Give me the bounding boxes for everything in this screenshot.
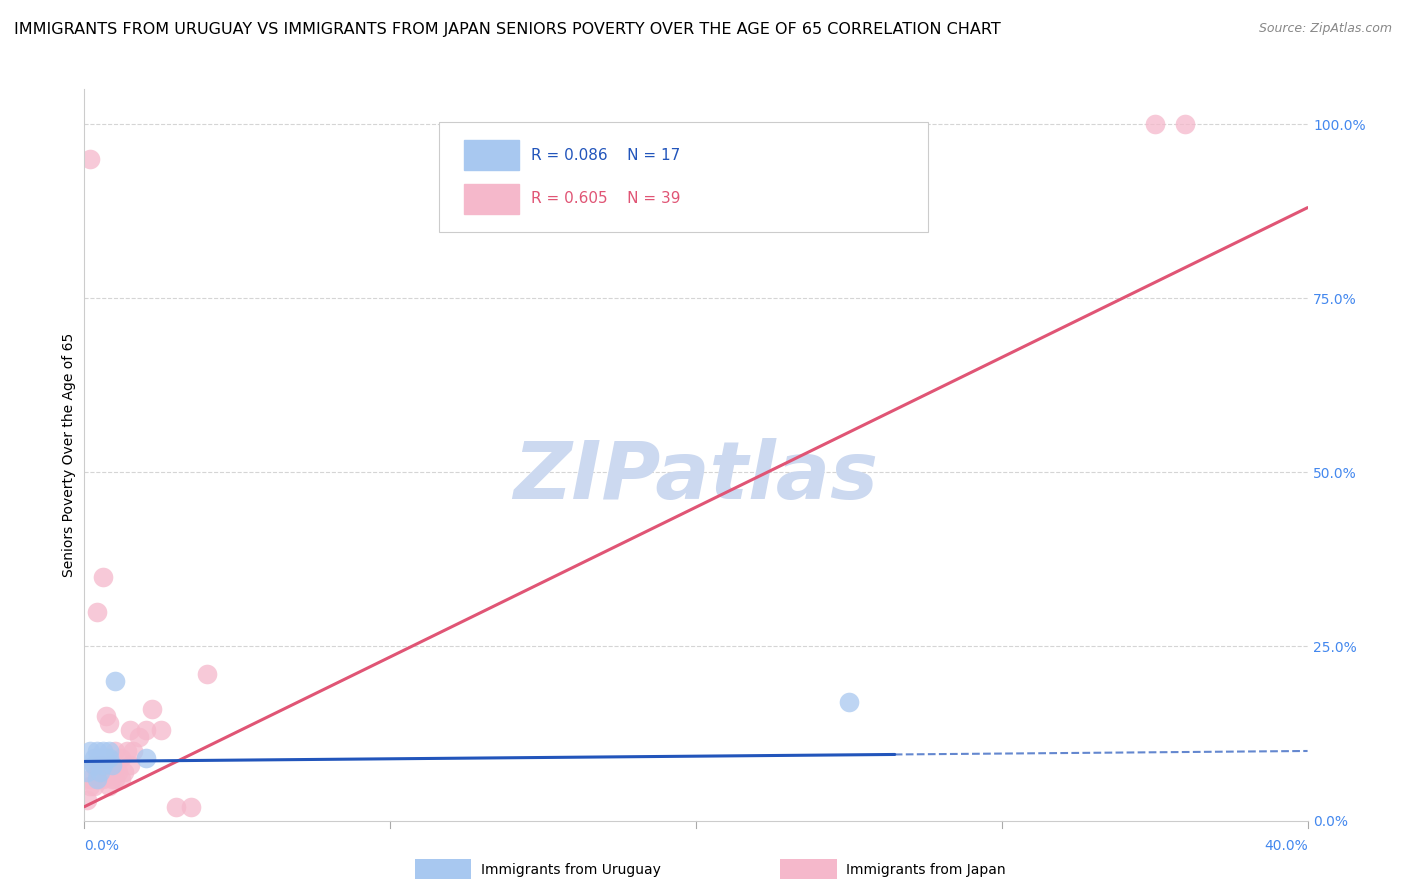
Point xyxy=(195,667,218,681)
Point xyxy=(101,758,124,772)
Point xyxy=(76,793,98,807)
Point xyxy=(104,744,127,758)
Point xyxy=(86,772,108,786)
Point xyxy=(91,570,114,584)
Point xyxy=(1174,117,1197,131)
Point xyxy=(79,772,101,786)
FancyBboxPatch shape xyxy=(464,185,519,213)
Text: ZIPatlas: ZIPatlas xyxy=(513,438,879,516)
Point xyxy=(141,702,163,716)
Point xyxy=(97,751,120,765)
Point xyxy=(104,772,127,786)
Point xyxy=(89,764,111,779)
Point xyxy=(149,723,172,737)
Text: IMMIGRANTS FROM URUGUAY VS IMMIGRANTS FROM JAPAN SENIORS POVERTY OVER THE AGE OF: IMMIGRANTS FROM URUGUAY VS IMMIGRANTS FR… xyxy=(14,22,1001,37)
Point xyxy=(101,758,124,772)
Point xyxy=(838,695,860,709)
Point xyxy=(91,744,114,758)
Point xyxy=(76,764,98,779)
Text: R = 0.605    N = 39: R = 0.605 N = 39 xyxy=(531,192,681,206)
Point xyxy=(101,772,124,786)
Point xyxy=(94,751,117,765)
Point xyxy=(135,723,157,737)
Text: Source: ZipAtlas.com: Source: ZipAtlas.com xyxy=(1258,22,1392,36)
Point xyxy=(135,751,157,765)
Point xyxy=(97,779,120,793)
Point xyxy=(79,779,101,793)
Text: Immigrants from Uruguay: Immigrants from Uruguay xyxy=(481,863,661,877)
Y-axis label: Seniors Poverty Over the Age of 65: Seniors Poverty Over the Age of 65 xyxy=(62,333,76,577)
Point xyxy=(107,764,129,779)
Point xyxy=(120,758,142,772)
Point xyxy=(104,674,127,689)
Point xyxy=(91,758,114,772)
Point xyxy=(91,758,114,772)
Point xyxy=(165,799,187,814)
Point xyxy=(89,758,111,772)
Point xyxy=(83,779,105,793)
Point xyxy=(97,716,120,731)
Point xyxy=(83,758,105,772)
Point xyxy=(122,744,145,758)
Point xyxy=(120,723,142,737)
Point xyxy=(1143,117,1166,131)
Text: R = 0.086    N = 17: R = 0.086 N = 17 xyxy=(531,147,681,162)
Point xyxy=(97,744,120,758)
Point xyxy=(79,744,101,758)
Point xyxy=(83,758,105,772)
Point xyxy=(180,799,202,814)
FancyBboxPatch shape xyxy=(439,122,928,232)
Point xyxy=(91,772,114,786)
Point xyxy=(112,764,135,779)
Point xyxy=(115,744,138,758)
Point xyxy=(128,730,150,744)
Point xyxy=(110,772,132,786)
Point xyxy=(110,751,132,765)
Point xyxy=(89,751,111,765)
FancyBboxPatch shape xyxy=(464,140,519,169)
Text: Immigrants from Japan: Immigrants from Japan xyxy=(846,863,1007,877)
Point xyxy=(83,751,105,765)
Point xyxy=(86,764,108,779)
Point xyxy=(94,764,117,779)
Point xyxy=(97,764,120,779)
Point xyxy=(89,772,111,786)
Text: 40.0%: 40.0% xyxy=(1264,838,1308,853)
Point xyxy=(94,709,117,723)
Point xyxy=(79,152,101,166)
Point xyxy=(86,605,108,619)
Text: 0.0%: 0.0% xyxy=(84,838,120,853)
Point xyxy=(86,744,108,758)
